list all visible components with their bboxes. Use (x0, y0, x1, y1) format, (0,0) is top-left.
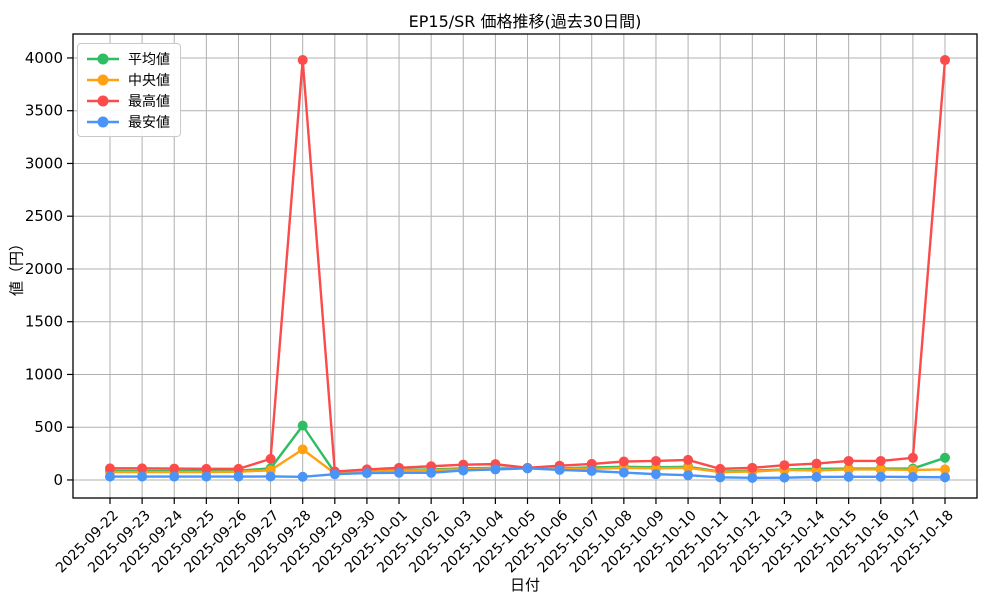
data-point-min (811, 472, 822, 483)
data-point-min (169, 471, 180, 482)
data-point-min (297, 471, 308, 482)
legend-marker-min-icon (87, 116, 119, 127)
data-point-min (329, 469, 340, 480)
data-point-min (265, 471, 276, 482)
y-tick-label: 3000 (25, 154, 63, 172)
data-point-max (233, 463, 244, 474)
data-point-max (297, 55, 308, 66)
x-tick-labels: 2025-09-222025-09-232025-09-242025-09-25… (53, 507, 957, 576)
data-point-max (265, 453, 276, 464)
data-point-max (715, 463, 726, 474)
data-point-min (426, 467, 437, 478)
legend-marker-max-icon (87, 95, 119, 106)
y-tick-label: 4000 (25, 49, 63, 67)
data-point-max (586, 458, 597, 469)
data-point-median (683, 462, 694, 473)
data-point-min (907, 472, 918, 483)
data-point-min (747, 472, 758, 483)
data-point-max (105, 463, 115, 474)
data-point-min (105, 471, 115, 482)
legend-item-max: 最高値 (86, 91, 170, 110)
plot-border (72, 33, 978, 499)
data-point-max (779, 460, 790, 471)
y-tick-label: 0 (53, 471, 63, 489)
data-point-min (618, 467, 629, 478)
y-tick-label: 500 (34, 418, 63, 436)
data-point-median (875, 464, 886, 475)
data-point-min (137, 471, 148, 482)
data-point-max (137, 463, 148, 474)
chart-title: EP15/SR 価格推移(過去30日間) (408, 12, 642, 31)
data-point-max (650, 455, 661, 466)
data-point-median (907, 464, 918, 475)
series-min (105, 463, 950, 483)
legend: 平均値中央値最高値最安値 (77, 43, 181, 137)
data-point-min (650, 469, 661, 480)
data-point-max (811, 458, 822, 469)
legend-label-min: 最安値 (128, 114, 170, 131)
data-point-min (458, 465, 469, 476)
data-point-avg (297, 420, 308, 431)
data-point-min (490, 464, 501, 475)
y-tick-label: 1500 (25, 313, 63, 331)
legend-item-min: 最安値 (86, 112, 170, 131)
data-point-max (907, 452, 918, 463)
data-point-min (201, 471, 212, 482)
data-point-min (779, 472, 790, 483)
data-point-min (715, 472, 726, 483)
y-tick-label: 2000 (25, 260, 63, 278)
data-point-min (361, 468, 372, 479)
data-point-min (233, 471, 244, 482)
data-point-max (169, 463, 180, 474)
data-point-max (618, 456, 629, 467)
data-point-avg (940, 452, 950, 463)
tick-marks (67, 57, 946, 504)
x-axis-label: 日付 (509, 576, 540, 594)
data-point-median (940, 464, 950, 475)
data-point-min (522, 463, 533, 474)
legend-marker-avg-icon (87, 53, 119, 64)
data-point-min (875, 471, 886, 482)
legend-label-median: 中央値 (128, 72, 170, 89)
data-point-max (875, 455, 886, 466)
legend-marker-median-icon (87, 74, 119, 85)
data-point-min (554, 464, 565, 475)
data-point-median (297, 444, 308, 455)
y-tick-label: 2500 (25, 207, 63, 225)
legend-item-avg: 平均値 (86, 49, 170, 68)
data-point-min (940, 472, 950, 483)
data-point-max (940, 55, 950, 66)
gridlines (73, 34, 977, 498)
y-tick-labels: 0 500 1000 1500 2000 2500 3000 3500 4000 (25, 49, 63, 489)
legend-item-median: 中央値 (86, 70, 170, 89)
legend-label-max: 最高値 (128, 93, 170, 110)
legend-label-avg: 平均値 (128, 51, 170, 68)
data-point-median (843, 464, 854, 475)
data-point-max (201, 463, 212, 474)
data-point-min (683, 470, 694, 481)
y-tick-label: 1000 (25, 365, 63, 383)
data-point-min (843, 471, 854, 482)
data-point-min (586, 465, 597, 476)
data-point-max (683, 454, 694, 465)
data-point-max (843, 455, 854, 466)
data-point-min (394, 467, 405, 478)
data-point-max (747, 462, 758, 473)
y-tick-label: 3500 (25, 102, 63, 120)
